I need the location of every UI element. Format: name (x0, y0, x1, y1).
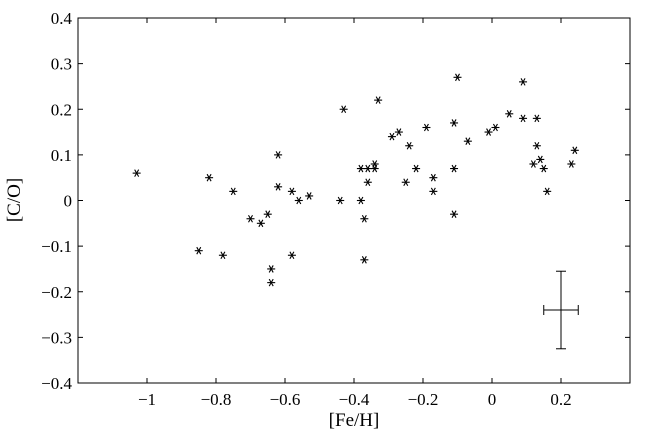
y-tick-label: −0.1 (41, 237, 72, 256)
x-axis-ticks: −1 −0.8 −0.6 −0.4 −0.2 0 0.2 (138, 18, 572, 409)
data-point (287, 251, 296, 260)
data-point (463, 137, 472, 145)
data-point (194, 246, 203, 255)
x-tick-label: 0 (488, 390, 497, 409)
data-point (529, 160, 538, 168)
data-point (287, 187, 296, 196)
data-point (218, 251, 227, 260)
data-point (405, 141, 414, 150)
data-point (363, 164, 372, 173)
error-bar (543, 270, 579, 350)
data-point (370, 164, 379, 173)
y-tick-label: −0.2 (41, 283, 72, 302)
data-point (567, 160, 576, 168)
data-point (339, 105, 348, 114)
data-point (412, 164, 421, 173)
data-point (360, 214, 369, 223)
data-point (370, 160, 379, 168)
x-tick-label: 0.2 (550, 390, 571, 409)
data-point (491, 123, 500, 132)
data-point (336, 196, 345, 205)
data-point (450, 164, 459, 173)
data-point (305, 192, 314, 200)
data-point (532, 141, 541, 150)
data-point (429, 173, 438, 182)
data-point (450, 119, 459, 127)
data-point (256, 219, 265, 228)
data-point (229, 187, 238, 196)
x-tick-label: −0.2 (408, 390, 439, 409)
data-point (422, 123, 431, 132)
data-point (429, 187, 438, 196)
x-tick-label: −0.6 (270, 390, 301, 409)
data-point (450, 210, 459, 218)
y-tick-label: −0.3 (41, 328, 72, 347)
y-tick-label: −0.4 (41, 374, 72, 393)
data-point (539, 164, 548, 173)
y-tick-label: 0.3 (51, 55, 72, 74)
data-point (387, 132, 396, 141)
data-point (356, 196, 365, 205)
plot-frame (77, 17, 631, 384)
data-point (536, 155, 545, 164)
data-point (374, 96, 383, 104)
data-point (505, 110, 514, 118)
data-point (274, 151, 283, 159)
data-points (132, 73, 579, 287)
data-point (356, 164, 365, 173)
data-point (394, 128, 403, 136)
data-point (570, 146, 579, 155)
data-point (294, 196, 303, 205)
data-point (205, 173, 214, 182)
y-tick-label: 0 (64, 192, 73, 211)
data-point (132, 169, 141, 177)
data-point (267, 278, 276, 287)
y-tick-label: 0.4 (51, 9, 73, 28)
x-axis-label: [Fe/H] (329, 410, 380, 431)
data-point (519, 114, 528, 123)
data-point (363, 178, 372, 187)
data-point (246, 214, 255, 223)
data-point (543, 187, 552, 196)
data-point (267, 265, 276, 273)
data-point (453, 73, 462, 82)
data-point (360, 256, 369, 264)
x-tick-label: −0.8 (201, 390, 232, 409)
y-axis-ticks: −0.4 −0.3 −0.2 −0.1 0 0.1 0.2 0.3 0.4 (41, 9, 630, 393)
data-point (401, 178, 410, 187)
x-tick-label: −1 (138, 390, 156, 409)
y-axis-label: [C/O] (4, 178, 25, 222)
y-tick-label: 0.2 (51, 100, 72, 119)
data-point (532, 114, 541, 123)
data-point (484, 128, 493, 136)
y-tick-label: 0.1 (51, 146, 72, 165)
data-point (519, 78, 528, 86)
data-point (274, 183, 283, 191)
x-tick-label: −0.4 (339, 390, 370, 409)
data-point (263, 210, 272, 218)
